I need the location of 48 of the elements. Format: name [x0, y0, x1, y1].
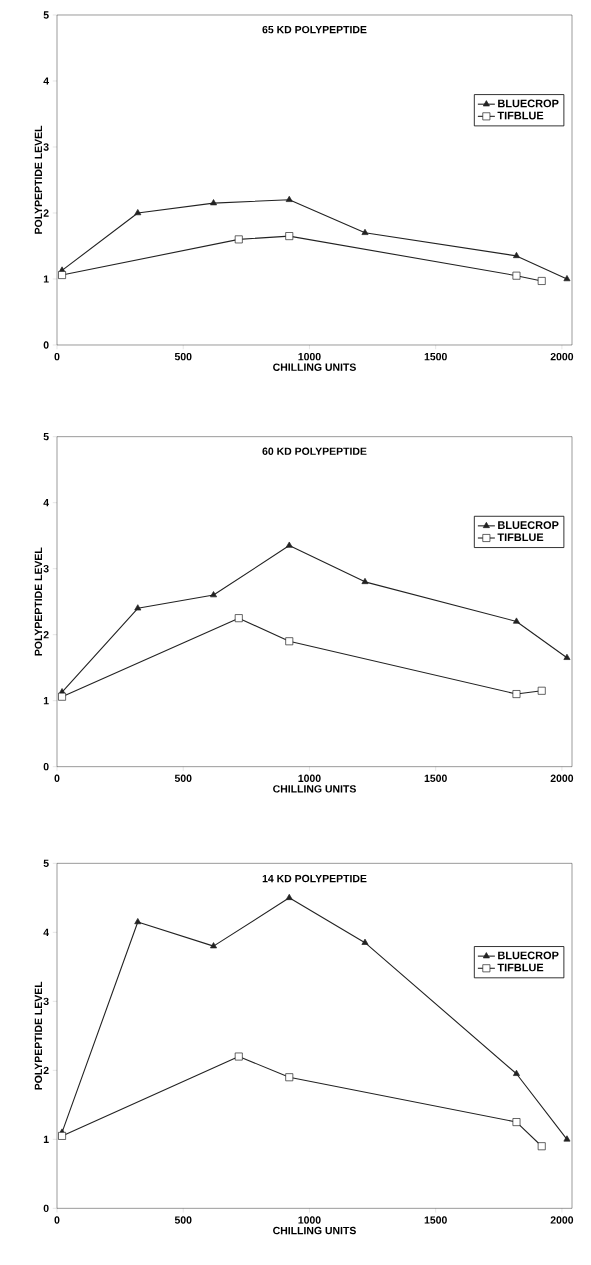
y-tick-label: 4 — [43, 928, 49, 936]
y-axis-title: POLYPEPTIDE LEVEL — [34, 981, 43, 1090]
y-tick-label: 4 — [43, 499, 49, 507]
y-tick-label: 2 — [43, 631, 49, 639]
y-axis-title: POLYPEPTIDE LEVEL — [34, 547, 43, 656]
y-tick-label: 2 — [43, 209, 49, 217]
x-tick-label: 1000 — [298, 1216, 321, 1224]
x-tick-label: 500 — [174, 774, 192, 783]
legend-label: BLUECROP — [498, 99, 559, 108]
x-axis-title: CHILLING UNITS — [273, 363, 356, 371]
y-tick-label: 5 — [43, 11, 49, 19]
x-tick-label: 1000 — [298, 774, 321, 783]
text: 60 KD POLYPEPTIDE — [262, 447, 367, 455]
y-tick-label: 3 — [43, 143, 49, 151]
x-tick-label: 0 — [54, 774, 60, 783]
x-tick-label: 1500 — [424, 352, 447, 361]
legend-label: TIFBLUE — [497, 533, 544, 542]
legend-label: TIFBLUE — [497, 963, 544, 972]
x-axis-title: CHILLING UNITS — [273, 1226, 356, 1235]
x-tick-label: 500 — [174, 352, 192, 361]
text: 65 KD POLYPEPTIDE — [262, 25, 367, 34]
y-tick-label: 5 — [43, 433, 49, 441]
legend-label: BLUECROP — [498, 951, 559, 960]
x-tick-label: 2000 — [550, 774, 574, 783]
y-tick-label: 1 — [43, 697, 49, 705]
y-tick-label: 4 — [43, 77, 49, 85]
text: 14 KD POLYPEPTIDE — [262, 874, 367, 883]
y-tick-label: 0 — [43, 341, 49, 349]
x-tick-label: 1000 — [298, 352, 321, 361]
legend-label: BLUECROP — [498, 521, 559, 530]
y-tick-label: 1 — [43, 275, 49, 283]
x-tick-label: 1500 — [424, 774, 447, 783]
x-tick-label: 0 — [54, 1216, 60, 1224]
x-tick-label: 2000 — [550, 352, 574, 361]
y-tick-label: 3 — [43, 997, 49, 1006]
y-tick-label: 5 — [43, 859, 49, 867]
x-tick-label: 500 — [174, 1216, 192, 1224]
legend-label: TIFBLUE — [497, 111, 544, 120]
y-tick-label: 0 — [43, 762, 49, 771]
y-tick-label: 2 — [43, 1066, 49, 1074]
x-tick-label: 2000 — [550, 1216, 574, 1224]
x-tick-label: 0 — [54, 352, 60, 361]
y-axis-title: POLYPEPTIDE LEVEL — [34, 125, 43, 234]
x-tick-label: 1500 — [424, 1216, 447, 1224]
y-tick-label: 1 — [43, 1135, 49, 1143]
y-tick-label: 0 — [43, 1204, 49, 1213]
y-tick-label: 3 — [43, 564, 49, 573]
x-axis-title: CHILLING UNITS — [273, 785, 356, 793]
